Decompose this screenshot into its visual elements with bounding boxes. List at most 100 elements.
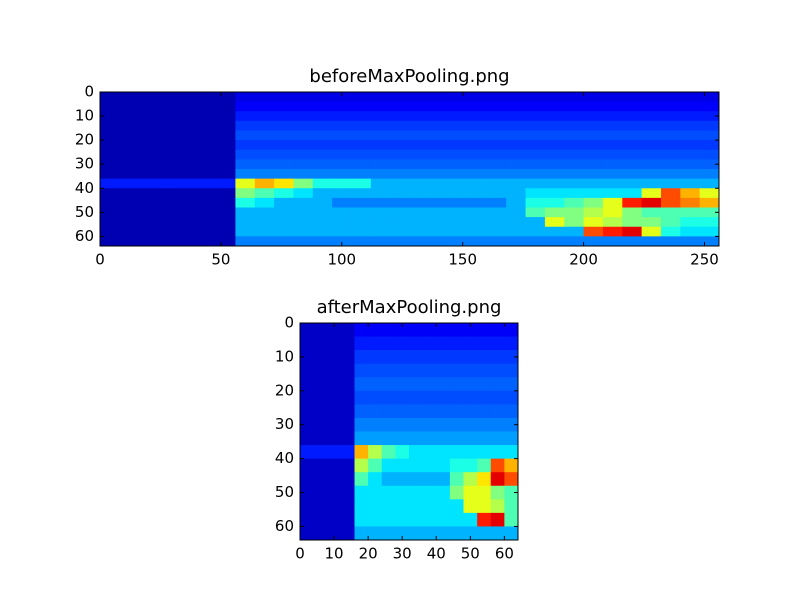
heatmap-cell	[274, 140, 294, 151]
heatmap-cell	[422, 336, 437, 351]
heatmap-cell	[351, 111, 372, 122]
heatmap-cell	[641, 226, 662, 237]
heatmap-cell	[293, 188, 314, 199]
heatmap-cell	[340, 363, 355, 378]
heatmap-cell	[477, 431, 492, 446]
heatmap-cell	[467, 159, 488, 170]
heatmap-cell	[422, 431, 437, 446]
heatmap-cell	[409, 207, 430, 218]
heatmap-cell	[486, 226, 507, 237]
heatmap-cell	[583, 207, 604, 218]
heatmap-cell	[177, 149, 198, 160]
heatmap-cell	[340, 472, 355, 487]
heatmap-cell	[235, 111, 256, 122]
heatmap-cell	[177, 140, 198, 151]
heatmap-cell	[196, 169, 217, 180]
heatmap-cell	[274, 92, 294, 103]
heatmap-cell	[370, 111, 391, 122]
heatmap-cell	[390, 120, 410, 131]
heatmap-cell	[583, 111, 604, 122]
heatmap-cell	[463, 485, 478, 500]
heatmap-cell	[368, 512, 383, 527]
heatmap-cell	[196, 217, 217, 228]
heatmap-cell	[428, 101, 449, 112]
heatmap-cell	[436, 499, 451, 514]
heatmap-cell	[177, 169, 198, 180]
heatmap-cell	[313, 377, 328, 392]
heatmap-cell	[428, 236, 449, 247]
heatmap-cell	[332, 92, 352, 103]
heatmap-cell	[436, 350, 451, 365]
heatmap-cell	[196, 120, 217, 131]
heatmap-cell	[100, 159, 120, 170]
heatmap-cell	[313, 417, 328, 432]
heatmap-cell	[196, 92, 217, 103]
heatmap-cell	[622, 207, 643, 218]
heatmap-cell	[177, 226, 198, 237]
heatmap-cell	[490, 350, 505, 365]
y-tick-label: 20	[275, 381, 294, 399]
heatmap-cell	[477, 377, 492, 392]
heatmap-cell	[409, 169, 430, 180]
heatmap-cell	[449, 390, 464, 405]
heatmap-cell	[449, 499, 464, 514]
heatmap-cell	[504, 350, 519, 365]
heatmap-cell	[699, 169, 720, 180]
heatmap-cell	[699, 120, 720, 131]
heatmap-cell	[368, 350, 383, 365]
heatmap-cell	[583, 140, 604, 151]
heatmap-cell	[428, 226, 449, 237]
heatmap-cell	[504, 485, 519, 500]
heatmap-cell	[504, 499, 519, 514]
heatmap-cell	[216, 149, 236, 160]
heatmap-cell	[490, 390, 505, 405]
heatmap-cell	[477, 336, 492, 351]
heatmap-cell	[436, 336, 451, 351]
heatmap-cell	[138, 178, 159, 189]
heatmap-cell	[583, 169, 604, 180]
heatmap-cell	[100, 169, 120, 180]
heatmap-cell	[544, 101, 565, 112]
heatmap-cell	[490, 363, 505, 378]
heatmap-cell	[448, 217, 469, 228]
heatmap-cell	[138, 130, 159, 141]
heatmap-cell	[158, 188, 178, 199]
heatmap-cell	[525, 188, 546, 199]
heatmap-cell	[381, 404, 396, 419]
heatmap-cell	[467, 188, 488, 199]
x-tick-label: 0	[295, 545, 305, 563]
heatmap-cell	[368, 445, 383, 460]
heatmap-cell	[504, 431, 519, 446]
heatmap-cell	[390, 92, 410, 103]
heatmap-cell	[486, 140, 507, 151]
heatmap-cell	[119, 101, 140, 112]
heatmap-cell	[486, 130, 507, 141]
heatmap-cell	[409, 197, 430, 208]
heatmap-cell	[409, 526, 424, 541]
heatmap-cell	[300, 417, 315, 432]
x-tick-label: 30	[393, 545, 412, 563]
y-tick-label: 30	[75, 155, 94, 173]
heatmap-cell	[436, 377, 451, 392]
heatmap-cell	[293, 159, 314, 170]
heatmap-cell	[368, 526, 383, 541]
heatmap-cell	[235, 207, 256, 218]
heatmap-cell	[564, 169, 585, 180]
heatmap-cell	[467, 169, 488, 180]
heatmap-cell	[300, 377, 315, 392]
heatmap-cell	[327, 404, 342, 419]
heatmap-cell	[313, 472, 328, 487]
heatmap-cell	[583, 226, 604, 237]
heatmap-cell	[680, 140, 701, 151]
heatmap	[300, 323, 519, 541]
heatmap-cell	[477, 526, 492, 541]
heatmap-cell	[395, 404, 410, 419]
heatmap-cell	[449, 458, 464, 473]
heatmap-cell	[254, 92, 275, 103]
heatmap-cell	[312, 111, 333, 122]
heatmap-cell	[312, 197, 333, 208]
heatmap-cell	[544, 217, 565, 228]
heatmap-cell	[274, 159, 294, 170]
heatmap-cell	[381, 390, 396, 405]
heatmap-cell	[100, 101, 120, 112]
